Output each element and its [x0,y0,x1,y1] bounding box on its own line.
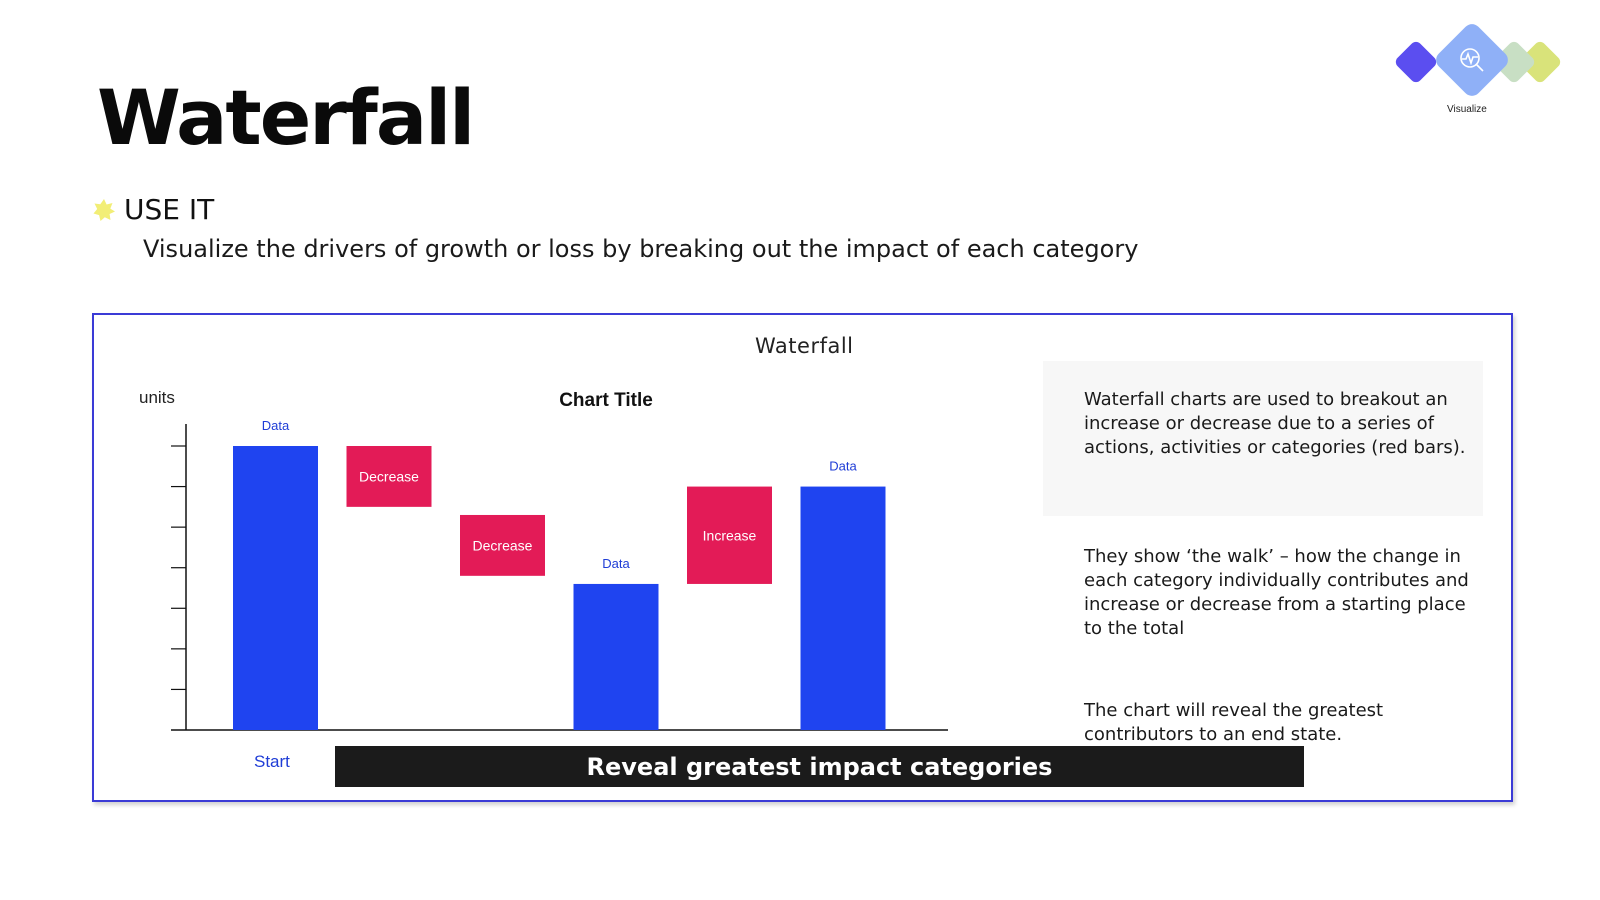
x-category-label-start: Start [254,752,290,771]
bar-change-label: Increase [703,527,757,543]
use-it-heading: USE IT [92,196,214,224]
bar-data-label: Data [602,556,630,571]
page-title: Waterfall [97,73,475,162]
waterfall-total-bar [233,446,318,730]
badge-label: Visualize [1447,104,1487,115]
use-it-label: USE IT [124,193,215,226]
waterfall-total-bar [800,486,886,730]
caption-bar: Reveal greatest impact categories [335,746,1304,787]
magnifier-pulse-icon [1460,48,1484,72]
frame-title: Waterfall [755,334,854,358]
badge-diamond-green [1493,41,1535,83]
badge-diamond-yellow [1519,41,1561,83]
bar-change-label: Decrease [359,468,419,484]
visualize-badge [1395,24,1561,96]
info-note-2: They show ‘the walk’ – how the change in… [1084,546,1469,639]
info-panel [1043,361,1483,516]
bar-data-label: Data [829,459,857,474]
waterfall-total-bar [573,583,659,730]
waterfall-change-bar [687,486,772,584]
badge-diamond-purple [1395,41,1437,83]
info-note-3: The chart will reveal the greatest contr… [1084,700,1384,745]
y-axis-unit-label: units [139,388,175,407]
waterfall-change-bar [346,446,432,507]
use-it-description: Visualize the drivers of growth or loss … [143,235,1139,263]
starburst-bullet-icon [93,199,115,221]
bar-data-label: Data [262,418,290,433]
bar-change-label: Decrease [473,537,533,553]
info-note-1: Waterfall charts are used to breakout an… [1084,389,1466,458]
chart-title: Chart Title [559,390,653,411]
waterfall-change-bar [460,514,545,576]
